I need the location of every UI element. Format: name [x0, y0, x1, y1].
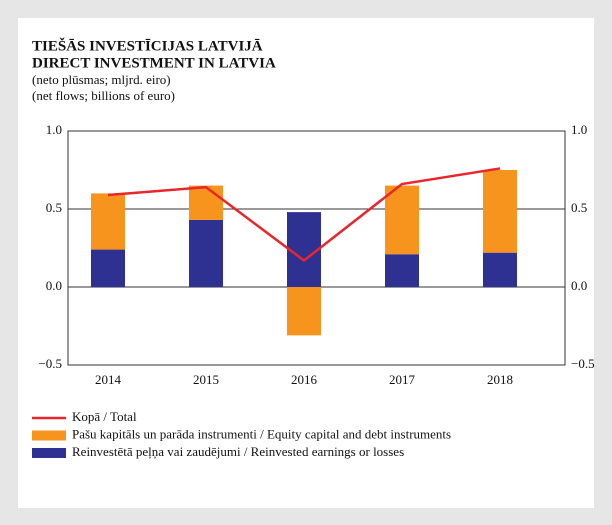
- legend-label: Reinvestētā peļņa vai zaudējumi / Reinve…: [72, 444, 404, 459]
- legend-label: Kopā / Total: [72, 409, 137, 424]
- x-tick-label: 2015: [193, 372, 219, 387]
- legend-swatch: [32, 430, 66, 441]
- x-tick-label: 2017: [389, 372, 416, 387]
- x-tick-label: 2018: [487, 372, 513, 387]
- bar: [385, 185, 419, 255]
- y-tick-label: 0.5: [46, 200, 62, 215]
- bar: [287, 212, 321, 287]
- bar: [287, 287, 321, 336]
- y-tick-label: 1.0: [46, 122, 62, 137]
- bar: [91, 193, 125, 250]
- x-tick-label: 2014: [95, 372, 122, 387]
- y2-tick-label: 0.0: [571, 278, 587, 293]
- legend-swatch: [32, 448, 66, 458]
- x-tick-label: 2016: [291, 372, 318, 387]
- y-tick-label: 0.0: [46, 278, 62, 293]
- chart-title: DIRECT INVESTMENT IN LATVIA: [32, 55, 276, 71]
- bar: [483, 252, 517, 287]
- legend-label: Pašu kapitāls un parāda instrumenti / Eq…: [72, 426, 451, 441]
- bar: [483, 170, 517, 253]
- bar: [385, 254, 419, 287]
- y-tick-label: −0.5: [38, 356, 62, 371]
- y2-tick-label: 0.5: [571, 200, 587, 215]
- subtitle: (neto plūsmas; mljrd. eiro): [32, 72, 171, 87]
- y2-tick-label: −0.5: [571, 356, 595, 371]
- chart-title: TIEŠĀS INVESTĪCIJAS LATVIJĀ: [32, 37, 263, 54]
- subtitle: (net flows; billions of euro): [32, 88, 175, 103]
- bar: [189, 219, 223, 287]
- line: [107, 167, 501, 263]
- bar: [189, 185, 223, 220]
- y2-tick-label: 1.0: [571, 122, 587, 137]
- bar: [91, 249, 125, 287]
